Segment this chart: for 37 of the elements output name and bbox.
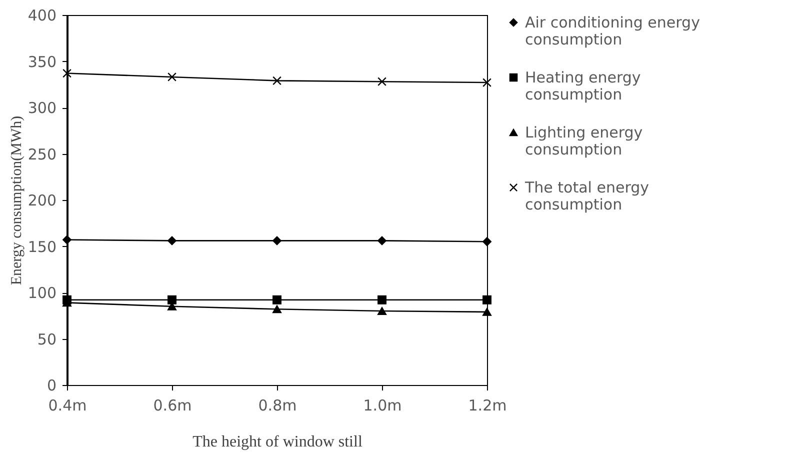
y-tick-label: 0 (46, 376, 56, 394)
x-tick-label: 1.0m (363, 396, 402, 414)
point (272, 236, 282, 246)
point (168, 72, 176, 82)
legend-label: Lighting energy consumption (525, 124, 643, 158)
point (272, 76, 282, 86)
point (168, 295, 176, 304)
y-axis-title: Energy consumption(MWh) (8, 116, 25, 286)
y-tick-label: 100 (28, 284, 56, 302)
x-tick-label: 0.6m (153, 396, 192, 414)
point (272, 295, 282, 304)
point (482, 78, 492, 87)
legend-label: Heating energy consumption (525, 68, 641, 104)
point (378, 307, 386, 315)
point (378, 236, 386, 246)
point (482, 237, 492, 246)
point (272, 305, 282, 314)
x-tick-label: 0.4m (48, 396, 87, 414)
point (168, 236, 176, 246)
point (482, 308, 492, 316)
y-tick-label: 50 (37, 330, 56, 348)
legend-label: The total energy consumption (524, 178, 650, 214)
y-tick-label: 350 (28, 52, 56, 71)
y-tick-label: 150 (28, 238, 56, 256)
y-tick-label: 250 (28, 145, 56, 164)
y-tick-label: 300 (28, 99, 56, 117)
point (378, 77, 386, 86)
legend-label: Air conditioning energy consumption (525, 14, 700, 48)
y-tick-label: 400 (28, 6, 56, 24)
x-tick-label: 1.2m (468, 396, 507, 414)
x-axis-title: The height of window still (192, 434, 363, 450)
point (378, 295, 386, 304)
point (482, 295, 492, 304)
point (62, 68, 72, 78)
y-tick-label: 200 (28, 192, 56, 210)
x-tick-label: 0.8m (258, 396, 297, 414)
point (62, 235, 72, 244)
